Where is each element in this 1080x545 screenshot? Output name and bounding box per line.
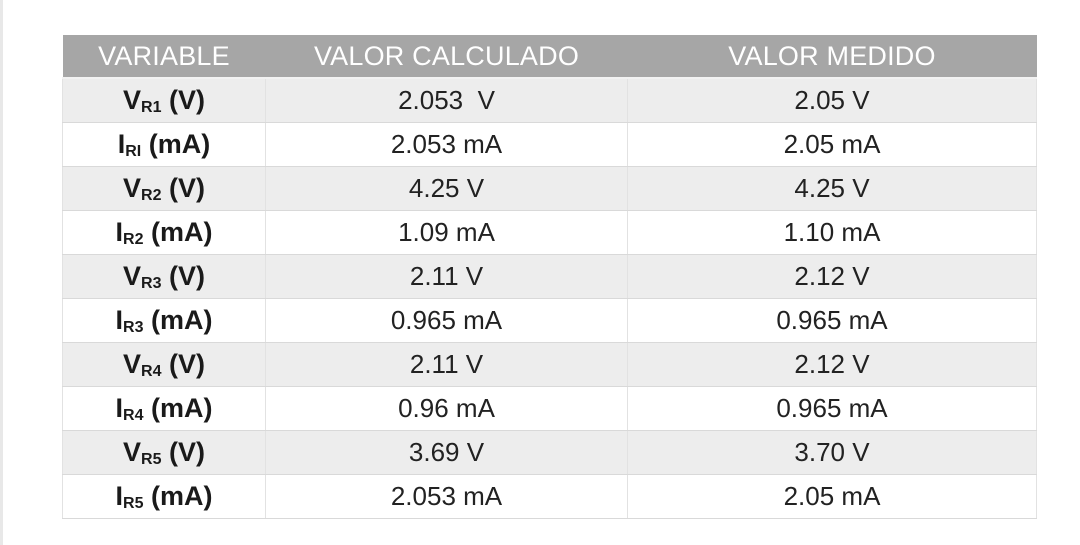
variable-symbol: V xyxy=(123,85,142,115)
valor-calculado-cell: 0.96 mA xyxy=(265,386,628,431)
variable-symbol: I xyxy=(115,393,124,423)
valor-calculado-cell: 2.053 V xyxy=(265,77,628,123)
header-variable: VARIABLE xyxy=(62,35,266,79)
valor-medido-cell: 2.12 V xyxy=(627,342,1037,387)
valor-calculado-cell: 2.11 V xyxy=(265,254,628,299)
variable-unit: (mA) xyxy=(143,217,213,247)
valor-medido-cell: 2.05 mA xyxy=(627,474,1037,519)
table-row: IR2 (mA) 1.09 mA 1.10 mA xyxy=(62,210,1037,255)
variable-unit: (mA) xyxy=(143,305,213,335)
variable-subscript: R5 xyxy=(141,451,162,468)
variable-unit: (mA) xyxy=(141,129,211,159)
variable-unit: (mA) xyxy=(143,393,213,423)
variable-subscript: RI xyxy=(125,143,142,160)
variable-subscript: R2 xyxy=(141,187,162,204)
valor-medido-cell: 2.12 V xyxy=(627,254,1037,299)
variable-subscript: R3 xyxy=(141,275,162,292)
valor-medido-cell: 0.965 mA xyxy=(627,386,1037,431)
table-row: VR2 (V) 4.25 V 4.25 V xyxy=(62,166,1037,211)
variable-unit: (V) xyxy=(161,85,205,115)
variable-cell: IR3 (mA) xyxy=(62,298,266,343)
variable-cell: VR3 (V) xyxy=(62,254,266,299)
table-row: IR4 (mA) 0.96 mA 0.965 mA xyxy=(62,386,1037,431)
valor-medido-cell: 4.25 V xyxy=(627,166,1037,211)
variable-cell: VR2 (V) xyxy=(62,166,266,211)
variable-symbol: V xyxy=(123,349,142,379)
variable-subscript: R2 xyxy=(123,231,144,248)
valor-calculado-cell: 2.053 mA xyxy=(265,122,628,167)
table-row: VR3 (V) 2.11 V 2.12 V xyxy=(62,254,1037,299)
table-row: IR3 (mA) 0.965 mA 0.965 mA xyxy=(62,298,1037,343)
header-valor-calculado: VALOR CALCULADO xyxy=(265,35,628,79)
table-header: VARIABLE VALOR CALCULADO VALOR MEDIDO xyxy=(62,35,1037,79)
valor-calculado-cell: 2.11 V xyxy=(265,342,628,387)
variable-unit: (mA) xyxy=(143,481,213,511)
valor-calculado-cell: 2.053 mA xyxy=(265,474,628,519)
variable-unit: (V) xyxy=(161,261,205,291)
variable-unit: (V) xyxy=(161,437,205,467)
variable-subscript: R1 xyxy=(141,99,162,116)
variable-subscript: R4 xyxy=(123,407,144,424)
valor-medido-cell: 3.70 V xyxy=(627,430,1037,475)
variable-symbol: I xyxy=(117,129,126,159)
valor-calculado-cell: 4.25 V xyxy=(265,166,628,211)
valor-medido-cell: 2.05 mA xyxy=(627,122,1037,167)
valor-medido-cell: 2.05 V xyxy=(627,77,1037,123)
variable-unit: (V) xyxy=(161,173,205,203)
variable-cell: VR5 (V) xyxy=(62,430,266,475)
table-row: IR5 (mA) 2.053 mA 2.05 mA xyxy=(62,474,1037,519)
variable-symbol: I xyxy=(115,305,124,335)
results-table: VARIABLE VALOR CALCULADO VALOR MEDIDO VR… xyxy=(62,35,1037,519)
variable-subscript: R3 xyxy=(123,319,144,336)
variable-cell: VR1 (V) xyxy=(62,77,266,123)
table-body: VR1 (V) 2.053 V 2.05 V IRI (mA) 2.053 mA 2.05… xyxy=(62,77,1037,519)
variable-symbol: I xyxy=(115,481,124,511)
left-edge-divider xyxy=(0,0,3,545)
variable-unit: (V) xyxy=(161,349,205,379)
variable-cell: IR5 (mA) xyxy=(62,474,266,519)
header-row: VARIABLE VALOR CALCULADO VALOR MEDIDO xyxy=(62,35,1037,79)
valor-calculado-cell: 3.69 V xyxy=(265,430,628,475)
variable-symbol: V xyxy=(123,173,142,203)
table-row: VR4 (V) 2.11 V 2.12 V xyxy=(62,342,1037,387)
valor-medido-cell: 0.965 mA xyxy=(627,298,1037,343)
valor-calculado-cell: 0.965 mA xyxy=(265,298,628,343)
variable-symbol: I xyxy=(115,217,124,247)
variable-cell: VR4 (V) xyxy=(62,342,266,387)
variable-subscript: R4 xyxy=(141,363,162,380)
variable-cell: IR2 (mA) xyxy=(62,210,266,255)
variable-cell: IR4 (mA) xyxy=(62,386,266,431)
variable-symbol: V xyxy=(123,261,142,291)
table-row: VR5 (V) 3.69 V 3.70 V xyxy=(62,430,1037,475)
variable-subscript: R5 xyxy=(123,495,144,512)
variable-symbol: V xyxy=(123,437,142,467)
valor-medido-cell: 1.10 mA xyxy=(627,210,1037,255)
valor-calculado-cell: 1.09 mA xyxy=(265,210,628,255)
table-row: VR1 (V) 2.053 V 2.05 V xyxy=(62,77,1037,123)
header-valor-medido: VALOR MEDIDO xyxy=(627,35,1037,79)
table-row: IRI (mA) 2.053 mA 2.05 mA xyxy=(62,122,1037,167)
variable-cell: IRI (mA) xyxy=(62,122,266,167)
